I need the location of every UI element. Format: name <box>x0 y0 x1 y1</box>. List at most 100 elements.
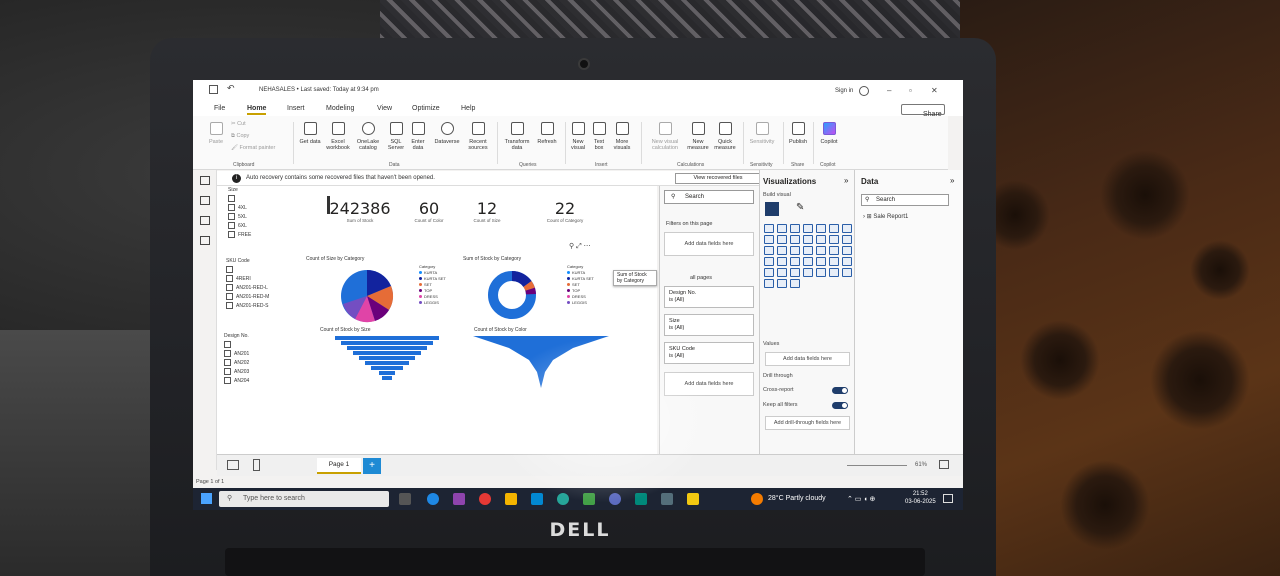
refresh-button[interactable]: Refresh <box>533 122 561 145</box>
power-apps-icon[interactable] <box>842 268 852 277</box>
task-view-icon[interactable] <box>399 493 411 505</box>
avatar[interactable] <box>859 86 869 96</box>
cut-button[interactable]: ✂ Cut <box>231 121 246 127</box>
kpi-card-size[interactable]: 12 Count of Size <box>467 199 507 223</box>
filled-map-icon[interactable] <box>816 246 826 255</box>
menu-insert[interactable]: Insert <box>287 105 305 112</box>
kpi-icon[interactable] <box>790 257 800 266</box>
cross-report-toggle[interactable] <box>832 387 848 394</box>
filter-card-design[interactable]: Design No. is (All) <box>664 286 754 308</box>
ribbon-chart-icon[interactable] <box>803 235 813 244</box>
weather-icon[interactable] <box>751 493 763 505</box>
narrative-icon[interactable] <box>816 268 826 277</box>
clustered-column-icon[interactable] <box>803 224 813 233</box>
add-filter-fields-page[interactable]: Add data fields here <box>664 232 754 256</box>
menu-help[interactable]: Help <box>461 105 476 112</box>
clustered-bar-icon[interactable] <box>790 224 800 233</box>
bar-100-icon[interactable] <box>816 224 826 233</box>
kpi-card-category[interactable]: 22 Count of Category <box>537 199 593 223</box>
sign-in-link[interactable]: Sign in <box>835 88 854 94</box>
column-100-icon[interactable] <box>829 224 839 233</box>
new-measure-button[interactable]: New measure <box>685 122 711 151</box>
funnel-chart-size[interactable] <box>327 336 447 386</box>
close-icon[interactable]: ✕ <box>931 86 938 95</box>
app-icon[interactable] <box>583 493 595 505</box>
model-view-icon[interactable] <box>200 216 210 225</box>
filter-card-sku[interactable]: SKU Code is (All) <box>664 342 754 364</box>
copy-button[interactable]: ⧉ Copy <box>231 133 250 139</box>
file-explorer-icon[interactable] <box>505 493 517 505</box>
size-slicer[interactable]: Size 4XL 5XL 6XL FREE <box>228 187 251 240</box>
format-visual-icon[interactable]: ✎ <box>796 202 805 213</box>
collapse-chevron-icon[interactable]: » <box>950 176 955 185</box>
slicer-icon[interactable] <box>803 257 813 266</box>
taskbar-clock[interactable]: 21:52 03-06-2025 <box>905 491 936 505</box>
design-no-slicer[interactable]: Design No. AN201 AN202 AN203 AN204 <box>224 333 249 386</box>
quick-measure-button[interactable]: Quick measure <box>711 122 739 151</box>
new-visual-button[interactable]: New visual <box>567 122 589 151</box>
enter-data-button[interactable]: Enter data <box>407 122 429 151</box>
publish-button[interactable]: Publish <box>785 122 811 145</box>
stacked-area-icon[interactable] <box>777 235 787 244</box>
treemap-icon[interactable] <box>790 246 800 255</box>
fit-to-page-icon[interactable] <box>939 460 949 469</box>
app-icon[interactable] <box>557 493 569 505</box>
app-icon[interactable] <box>661 493 673 505</box>
gauge-icon[interactable] <box>842 246 852 255</box>
shape-map-icon[interactable] <box>829 246 839 255</box>
minimize-icon[interactable]: – <box>887 86 892 95</box>
add-drill-through-field[interactable]: Add drill-through fields here <box>765 416 850 430</box>
menu-optimize[interactable]: Optimize <box>412 105 440 112</box>
system-tray-icons[interactable]: ⌃ ▭ ◖ ⊕ <box>847 496 876 503</box>
sku-code-slicer[interactable]: SKU Code 4RERI AN201-RED-L AN201-RED-M A… <box>226 258 269 311</box>
multi-row-card-icon[interactable] <box>777 257 787 266</box>
zoom-slider[interactable] <box>847 465 907 466</box>
line-chart-icon[interactable] <box>842 224 852 233</box>
donut-icon[interactable] <box>777 246 787 255</box>
metrics-icon[interactable] <box>777 279 787 288</box>
menu-modeling[interactable]: Modeling <box>326 105 355 112</box>
transform-data-button[interactable]: Transform data <box>501 122 533 151</box>
build-visual-icon[interactable] <box>765 202 779 216</box>
edge-icon[interactable] <box>427 493 439 505</box>
map-icon[interactable] <box>803 246 813 255</box>
copilot-icon[interactable] <box>453 493 465 505</box>
taskbar-search-input[interactable]: ⚲ Type here to search <box>219 491 389 507</box>
filter-card-size[interactable]: Size is (All) <box>664 314 754 336</box>
excel-workbook-button[interactable]: Excel workbook <box>323 122 353 151</box>
funnel-icon[interactable] <box>829 235 839 244</box>
paste-button[interactable]: Paste <box>205 122 227 145</box>
column-icon[interactable] <box>777 224 787 233</box>
copilot-button[interactable]: Copilot <box>815 122 843 145</box>
power-automate-icon[interactable] <box>764 279 774 288</box>
table-view-icon[interactable] <box>200 196 210 205</box>
restore-icon[interactable]: ▫ <box>909 86 912 95</box>
keep-filters-toggle[interactable] <box>832 402 848 409</box>
onelake-catalog-button[interactable]: OneLake catalog <box>353 122 383 151</box>
kpi-card-stock[interactable]: 242386 Sum of Stock <box>325 199 395 223</box>
table-sale-report[interactable]: › ⊞ Sale Report1 <box>863 214 909 220</box>
data-search-input[interactable]: ⚲ Search <box>861 194 949 206</box>
dataverse-button[interactable]: Dataverse <box>430 122 464 145</box>
undo-icon[interactable]: ↶ <box>227 83 235 93</box>
more-visuals-icon[interactable] <box>790 279 800 288</box>
page-tab-1[interactable]: Page 1 <box>317 458 361 474</box>
funnel-chart-color[interactable] <box>473 336 613 392</box>
kpi-card-color[interactable]: 60 Count of Color <box>409 199 449 223</box>
save-icon[interactable] <box>209 85 218 94</box>
add-page-button[interactable]: + <box>363 458 381 474</box>
add-values-field[interactable]: Add data fields here <box>765 352 850 366</box>
app-icon[interactable] <box>609 493 621 505</box>
new-visual-calculation-button[interactable]: New visual calculation <box>645 122 685 151</box>
recent-sources-button[interactable]: Recent sources <box>463 122 493 151</box>
add-filter-fields-all[interactable]: Add data fields here <box>664 372 754 396</box>
filter-icon[interactable]: ⚲ ⤢ ⋯ <box>569 243 591 250</box>
card-icon[interactable] <box>764 257 774 266</box>
line-column-icon[interactable] <box>790 235 800 244</box>
area-chart-icon[interactable] <box>764 235 774 244</box>
menu-home[interactable]: Home <box>247 105 267 115</box>
more-visuals-button[interactable]: More visuals <box>609 122 635 151</box>
matrix-icon[interactable] <box>829 257 839 266</box>
donut-chart[interactable] <box>487 270 537 320</box>
format-painter-button[interactable]: 🖌 Format painter <box>231 145 276 151</box>
